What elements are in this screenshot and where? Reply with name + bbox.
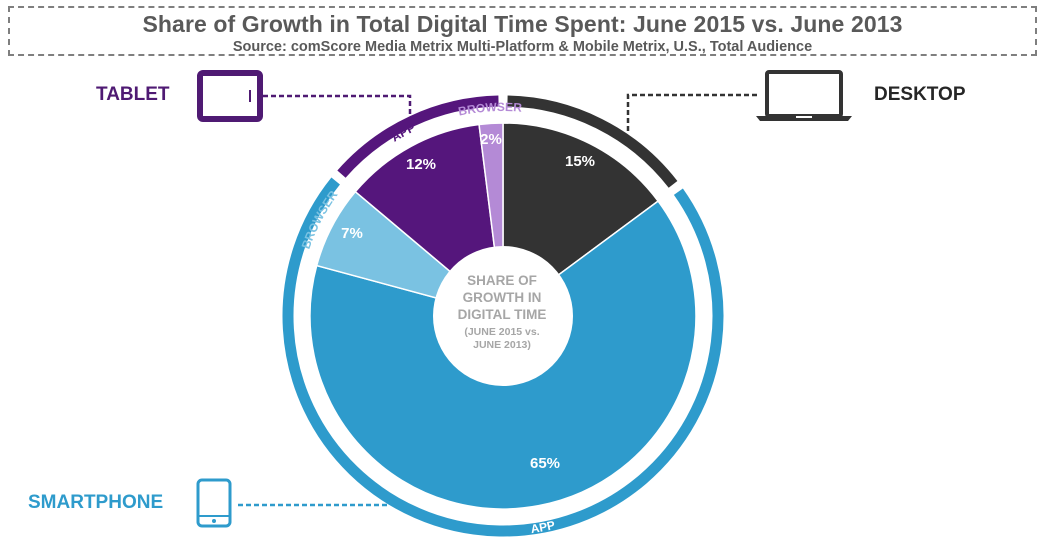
chart-title: Share of Growth in Total Digital Time Sp…	[142, 11, 903, 37]
desktop-leader-line	[626, 93, 757, 132]
outer-ring-tablet	[337, 95, 499, 178]
tablet-leader-line	[263, 94, 412, 114]
value-label-smartphone-browser: 7%	[341, 225, 363, 242]
center-label-main: SHARE OF GROWTH IN DIGITAL TIME	[457, 273, 547, 322]
ring-label-tablet-browser: BROWSER	[457, 100, 523, 119]
value-label-tablet-app: 12%	[406, 156, 436, 173]
value-label-tablet-browser: 2%	[480, 131, 502, 148]
outer-ring-desktop	[507, 95, 678, 188]
center-label-sub: (JUNE 2015 vs. JUNE 2013)	[464, 326, 540, 351]
ring-label-smartphone-app: APP	[530, 518, 557, 536]
smartphone-label: SMARTPHONE	[28, 492, 164, 513]
desktop-label: DESKTOP	[874, 84, 966, 105]
outer-ring-smartphone	[282, 177, 724, 537]
tablet-label: TABLET	[96, 84, 170, 105]
donut-hole	[433, 246, 573, 386]
smartphone-icon	[196, 478, 232, 528]
tablet-icon	[197, 70, 263, 122]
center-label: SHARE OF GROWTH IN DIGITAL TIME (JUNE 20…	[432, 246, 572, 386]
value-label-smartphone-app: 65%	[530, 455, 560, 472]
value-label-desktop: 15%	[565, 153, 595, 170]
laptop-icon	[756, 70, 852, 121]
chart-subtitle: Source: comScore Media Metrix Multi-Plat…	[232, 39, 813, 55]
title-box: Share of Growth in Total Digital Time Sp…	[8, 6, 1037, 56]
